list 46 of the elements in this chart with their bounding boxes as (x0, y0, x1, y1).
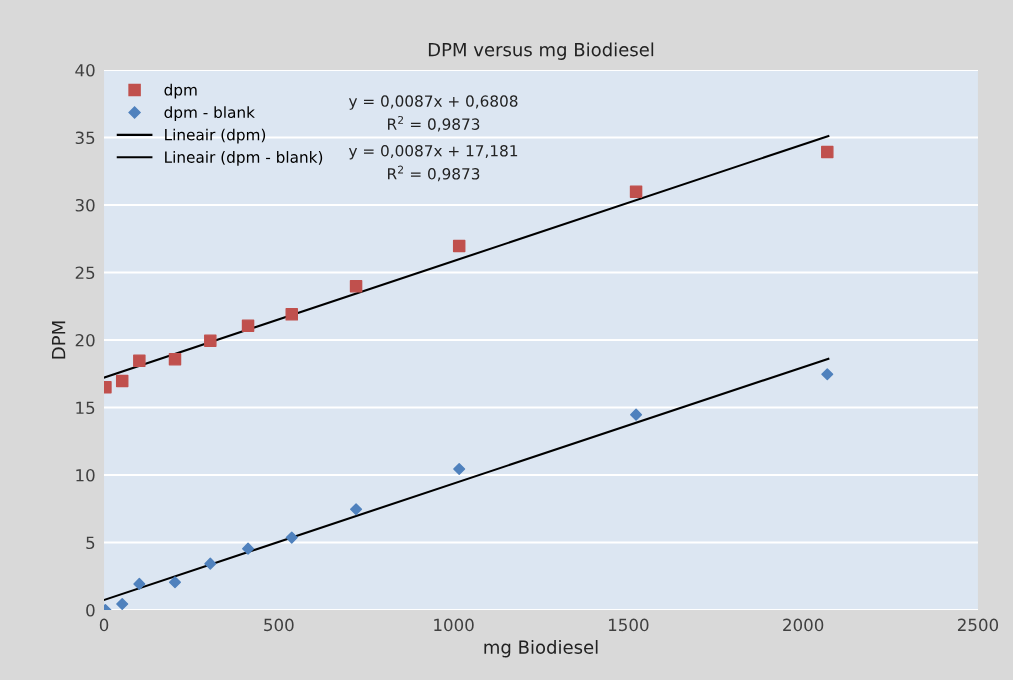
point (285, 308, 299, 321)
x-tick-label: 2000 (783, 618, 824, 632)
point (630, 408, 643, 421)
x-tick-label: 0 (99, 618, 109, 632)
point (453, 463, 466, 476)
legend-label: Lineair (dpm) (165, 128, 266, 144)
legend-label: dpm - blank (164, 106, 255, 121)
x-tick-label: 500 (264, 618, 294, 632)
annotation: y = 0,0087x + 0,6808 (348, 95, 518, 110)
legend-label: dpm (164, 83, 197, 99)
point (285, 531, 298, 544)
chart-title: DPM versus mg Biodiesel (428, 42, 654, 60)
point (133, 354, 146, 367)
point (242, 542, 255, 555)
point (821, 368, 834, 381)
point (629, 185, 643, 198)
y-axis-title: DPM (52, 321, 66, 359)
point (349, 280, 363, 293)
y-tick-label: 35 (75, 131, 95, 145)
legend-label: Lineair (dpm - blank) (165, 151, 323, 166)
y-tick-label: 20 (75, 333, 95, 347)
point (116, 598, 129, 610)
x-tick-label: 1500 (609, 618, 649, 632)
x-tick-label: 1000 (434, 618, 474, 632)
point (115, 374, 129, 388)
y-tick-label: 40 (75, 64, 95, 77)
y-tick-label: 10 (76, 468, 95, 482)
point (168, 576, 182, 589)
y-tick-label: 5 (86, 536, 95, 550)
point (133, 577, 146, 590)
point (241, 319, 255, 332)
annotation: R$^{2}$ = 0,9873 (388, 165, 480, 182)
y-tick-label: 30 (75, 198, 95, 212)
point (204, 334, 217, 347)
annotation: y = 0,0087x + 17,181 (348, 144, 518, 160)
x-axis-title: mg Biodiesel (484, 639, 598, 658)
point (168, 353, 182, 366)
point (452, 239, 466, 253)
y-tick-label: 25 (75, 266, 95, 280)
x-tick-label: 2500 (957, 618, 999, 632)
y-tick-label: 15 (76, 401, 95, 415)
point (821, 145, 834, 159)
point (350, 503, 363, 516)
y-tick-label: 0 (86, 603, 95, 617)
point (204, 557, 217, 570)
annotation: R$^{2}$ = 0,9873 (388, 115, 480, 132)
